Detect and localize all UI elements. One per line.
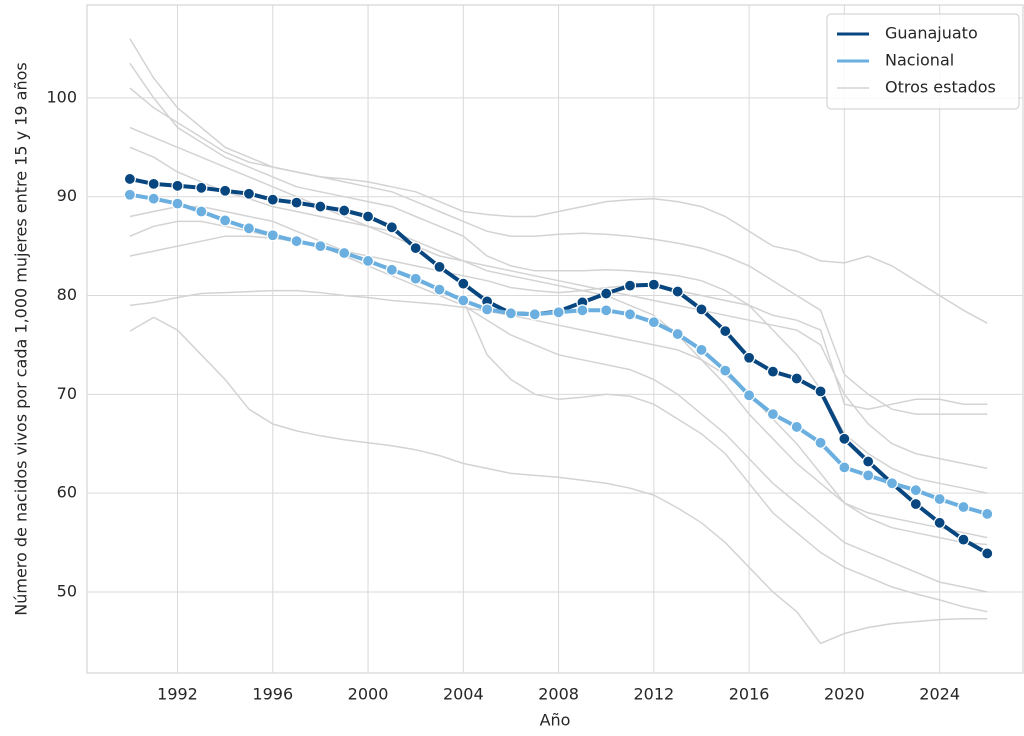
series-marker (242, 222, 256, 235)
legend-label: Nacional (885, 51, 954, 70)
x-tick-label: 1992 (157, 685, 198, 704)
series-marker (338, 204, 351, 217)
other-state-line (129, 205, 988, 613)
x-tick-label: 2000 (348, 685, 389, 704)
series-marker (290, 235, 303, 248)
x-tick-label: 2020 (824, 685, 865, 704)
series-marker (647, 278, 660, 291)
series-marker (671, 327, 684, 341)
y-tick-label: 90 (57, 186, 77, 205)
series-marker (957, 500, 970, 514)
series-marker (766, 365, 780, 378)
series-marker (862, 455, 875, 468)
series-marker (981, 547, 994, 560)
series-marker (314, 240, 327, 253)
series-marker (219, 214, 232, 227)
series-marker (195, 205, 208, 218)
x-tick-label: 2008 (538, 685, 579, 704)
legend-label: Guanajuato (885, 24, 978, 43)
series-marker (623, 279, 637, 292)
series-marker (195, 181, 208, 194)
series-marker (695, 343, 708, 356)
series-marker (290, 196, 303, 209)
series-marker (433, 260, 446, 273)
x-tick-label: 2016 (729, 685, 770, 704)
y-tick-label: 60 (57, 483, 77, 502)
series-marker (504, 307, 518, 320)
x-tick-label: 2012 (633, 685, 674, 704)
series-marker (409, 241, 422, 255)
series-marker (219, 184, 232, 197)
x-tick-label: 2024 (919, 685, 960, 704)
series-marker (171, 197, 184, 210)
other-state-line (129, 146, 988, 539)
series-marker (647, 316, 660, 329)
series-marker (147, 192, 160, 205)
series-marker (385, 221, 398, 234)
series-marker (790, 420, 803, 434)
series-marker (600, 304, 613, 317)
series-marker (481, 303, 494, 316)
series-marker (385, 263, 398, 276)
series-marker (266, 193, 279, 206)
y-tick-label: 80 (57, 285, 77, 304)
series-marker (576, 304, 589, 317)
series-marker (838, 461, 851, 474)
series-marker (123, 188, 136, 201)
series-marker (361, 254, 375, 268)
series-marker (957, 533, 970, 546)
series-marker (981, 507, 994, 521)
series-marker (409, 272, 422, 285)
series-marker (885, 477, 899, 490)
series-marker (862, 469, 875, 482)
series-marker (909, 484, 922, 497)
series-marker (933, 492, 946, 506)
y-tick-label: 100 (46, 87, 77, 106)
series-marker (457, 277, 470, 290)
series-marker (552, 306, 565, 319)
y-tick-label: 50 (57, 581, 77, 600)
series-marker (338, 246, 351, 260)
y-axis-label: Número de nacidos vivos por cada 1,000 m… (12, 62, 31, 615)
other-state-line (129, 126, 988, 470)
series-marker (838, 432, 851, 445)
series-marker (695, 303, 708, 316)
legend-box (826, 13, 1020, 110)
series-marker (909, 497, 922, 511)
y-tick-label: 70 (57, 384, 77, 403)
other-state-line (129, 87, 988, 324)
series-marker (528, 308, 541, 321)
series-marker (457, 294, 470, 307)
x-axis-label: Año (540, 711, 571, 730)
legend: Guanajuato Nacional Otros estados (826, 13, 1020, 110)
x-tick-label: 2004 (443, 685, 484, 704)
series-marker (623, 308, 637, 321)
series-marker (361, 210, 375, 223)
series-marker (600, 287, 613, 300)
plot-area (86, 4, 1024, 674)
series-marker (147, 177, 160, 190)
series-marker (933, 516, 946, 529)
series-marker (719, 364, 732, 377)
series-marker (314, 200, 327, 213)
series-marker (266, 229, 279, 242)
series-marker (814, 436, 827, 449)
series-marker (719, 324, 732, 338)
series-marker (433, 283, 446, 296)
series-marker (766, 408, 780, 421)
series-marker (671, 285, 684, 298)
legend-label: Otros estados (885, 78, 996, 97)
series-marker (790, 372, 803, 385)
series-marker (814, 385, 827, 398)
series-marker (123, 172, 136, 186)
series-marker (743, 351, 756, 364)
series-marker (242, 187, 256, 200)
series-marker (743, 389, 756, 402)
other-state-line (129, 316, 988, 645)
x-tick-label: 1996 (252, 685, 293, 704)
series-marker (171, 179, 184, 192)
